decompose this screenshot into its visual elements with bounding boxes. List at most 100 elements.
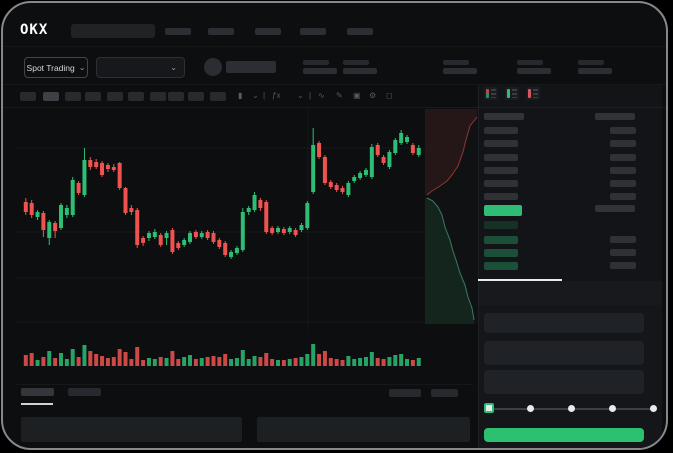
slider-stop[interactable] xyxy=(568,405,575,412)
nav-item-placeholder[interactable] xyxy=(165,28,191,35)
volume-bar xyxy=(182,357,187,366)
volume-bar xyxy=(293,358,298,366)
ask-row-amount-placeholder[interactable] xyxy=(610,127,636,134)
pair-token-icon xyxy=(204,58,222,76)
bottom-action-placeholder[interactable] xyxy=(431,389,458,397)
timeframe-button[interactable] xyxy=(20,92,36,101)
volume-bar xyxy=(123,352,128,366)
bid-row-price-placeholder[interactable] xyxy=(484,221,518,229)
buy-submit-button[interactable] xyxy=(484,428,644,442)
ask-row-price-placeholder[interactable] xyxy=(484,193,518,200)
fullscreen-icon[interactable]: ◻ xyxy=(386,91,393,100)
market-type-selector[interactable]: Spot Trading ⌄ xyxy=(24,57,88,78)
candle-body xyxy=(363,170,368,175)
bottom-tab-placeholder[interactable] xyxy=(21,388,54,396)
candle-body xyxy=(305,203,310,228)
slider-stop[interactable] xyxy=(527,405,534,412)
candle-body xyxy=(41,213,46,230)
timeframe-button[interactable] xyxy=(128,92,144,101)
candle-body xyxy=(381,157,386,163)
divider: | xyxy=(263,91,266,100)
chevron-down-icon[interactable]: ⌄ xyxy=(252,91,259,100)
subheader-divider xyxy=(3,84,666,85)
order-input-field[interactable] xyxy=(484,341,644,365)
bid-row-price-placeholder[interactable] xyxy=(484,236,518,244)
nav-item-placeholder[interactable] xyxy=(208,28,234,35)
timeframe-button[interactable] xyxy=(150,92,166,101)
timeframe-button[interactable] xyxy=(85,92,101,101)
volume-bar xyxy=(164,358,169,366)
volume-bar xyxy=(311,344,316,366)
slider-stop[interactable] xyxy=(609,405,616,412)
order-input-field[interactable] xyxy=(484,370,644,394)
market-type-label: Spot Trading xyxy=(26,62,75,73)
book-bids-icon[interactable] xyxy=(505,87,519,100)
stat-label-placeholder xyxy=(343,60,369,65)
candle-body xyxy=(346,183,351,195)
book-asks-icon[interactable] xyxy=(526,87,540,100)
stat-value-placeholder xyxy=(517,68,551,74)
timeframe-button[interactable] xyxy=(188,92,204,101)
slider-stop[interactable] xyxy=(650,405,657,412)
volume-bar xyxy=(158,357,163,366)
stat-label-placeholder xyxy=(443,60,469,65)
search-bar[interactable] xyxy=(71,24,155,38)
candle-body xyxy=(369,147,374,177)
candle-body xyxy=(275,228,280,232)
ask-row-price-placeholder[interactable] xyxy=(484,167,518,174)
timeframe-button[interactable] xyxy=(210,92,226,101)
indicators-icon[interactable]: ƒx xyxy=(272,91,281,100)
bid-row-price-placeholder[interactable] xyxy=(484,262,518,270)
order-input-field[interactable] xyxy=(484,313,644,333)
ask-row-amount-placeholder[interactable] xyxy=(610,167,636,174)
candle-body xyxy=(416,148,421,155)
candle-body xyxy=(70,180,75,215)
ask-row-amount-placeholder[interactable] xyxy=(610,180,636,187)
bid-row-amount-placeholder[interactable] xyxy=(610,262,636,269)
line-tool-icon[interactable]: ∿ xyxy=(318,91,325,100)
ask-row-amount-placeholder[interactable] xyxy=(610,193,636,200)
book-combined-icon[interactable] xyxy=(484,87,498,100)
nav-item-placeholder[interactable] xyxy=(300,28,326,35)
ask-row-price-placeholder[interactable] xyxy=(484,154,518,161)
volume-bar xyxy=(352,359,357,366)
volume-bar xyxy=(252,356,257,366)
ask-row-price-placeholder[interactable] xyxy=(484,180,518,187)
bottom-action-placeholder[interactable] xyxy=(389,389,421,397)
candle-body xyxy=(328,182,333,187)
timeframe-button[interactable] xyxy=(168,92,184,101)
ask-row-amount-placeholder[interactable] xyxy=(610,140,636,147)
ask-row-price-placeholder[interactable] xyxy=(484,140,518,147)
nav-item-placeholder[interactable] xyxy=(255,28,281,35)
settings-gear-icon[interactable]: ⚙ xyxy=(369,91,377,100)
timeframe-button[interactable] xyxy=(107,92,123,101)
depth-asks-line xyxy=(426,116,478,196)
book-combined-icon-lines xyxy=(491,89,496,98)
draw-tool-icon[interactable]: ✎ xyxy=(336,91,343,100)
candle-body xyxy=(211,233,216,242)
timeframe-button[interactable] xyxy=(43,92,59,101)
candle-type-icon[interactable]: ▮ xyxy=(238,91,243,100)
volume-bar xyxy=(322,351,327,366)
candle-body xyxy=(287,228,292,232)
nav-item-placeholder[interactable] xyxy=(347,28,373,35)
chevron-down-icon[interactable]: ⌄ xyxy=(297,91,304,100)
bid-row-amount-placeholder[interactable] xyxy=(610,236,636,243)
bid-row-amount-placeholder[interactable] xyxy=(610,249,636,256)
pair-name-placeholder xyxy=(226,61,276,73)
candle-body xyxy=(240,212,245,250)
book-asks-icon-bar xyxy=(528,89,531,98)
active-tab-indicator xyxy=(478,279,562,281)
ask-row-amount-placeholder[interactable] xyxy=(610,154,636,161)
candle-body xyxy=(188,233,193,242)
bottom-tab-placeholder[interactable] xyxy=(68,388,101,396)
bid-row-price-placeholder[interactable] xyxy=(484,249,518,257)
ask-row-price-placeholder[interactable] xyxy=(484,127,518,134)
pair-selector-dropdown[interactable]: ⌄ xyxy=(96,57,185,78)
snapshot-icon[interactable]: ▣ xyxy=(353,91,361,100)
volume-bar xyxy=(416,358,421,366)
slider-handle[interactable] xyxy=(484,403,494,413)
timeframe-button[interactable] xyxy=(65,92,81,101)
